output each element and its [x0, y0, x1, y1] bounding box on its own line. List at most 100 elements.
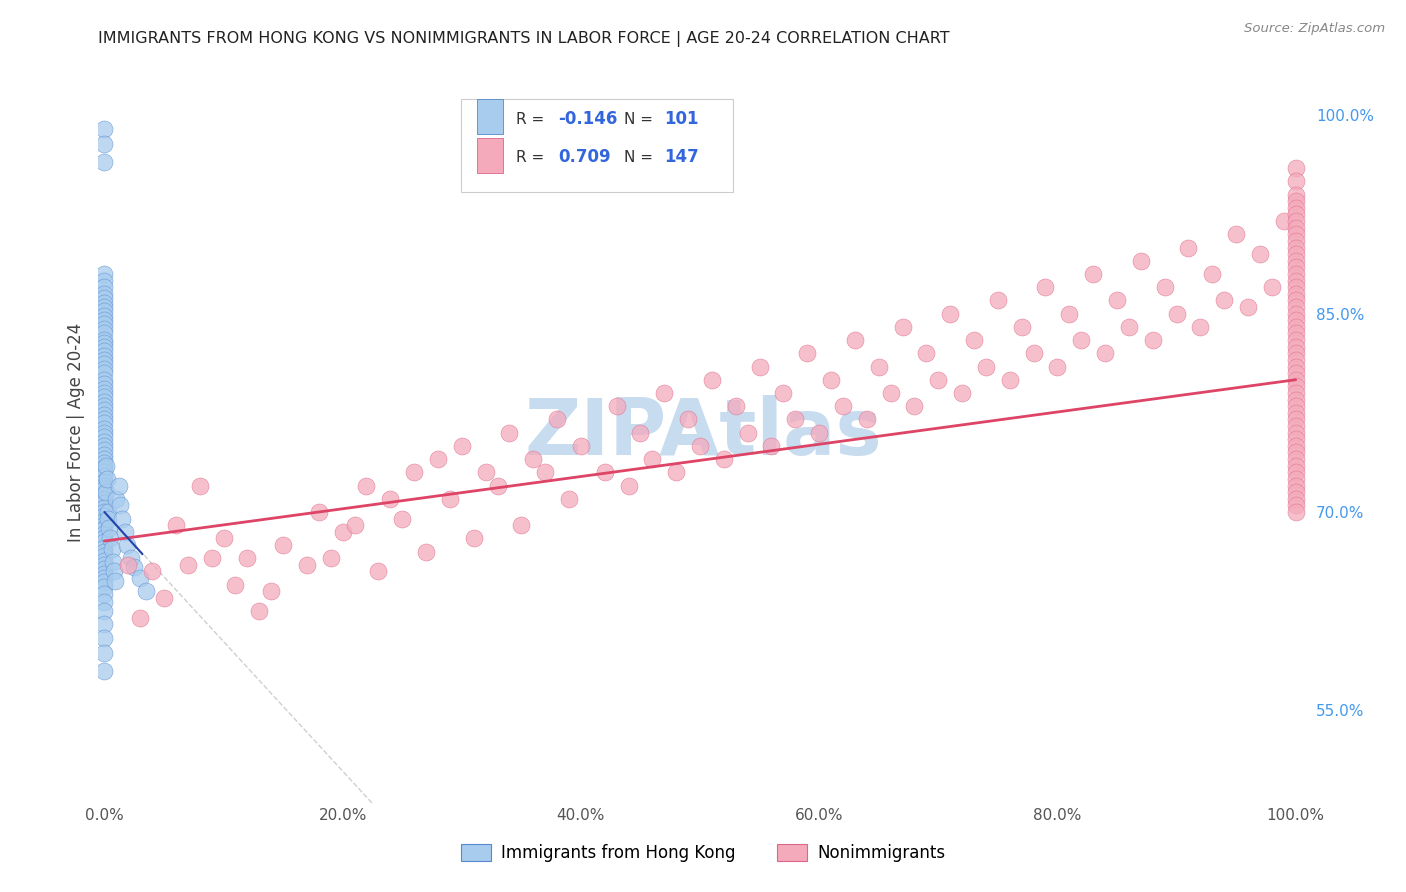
Point — [498, 425, 520, 440]
Point — [271, 538, 294, 552]
Point — [380, 491, 402, 506]
Point — [93, 366, 115, 380]
Point — [1285, 392, 1308, 407]
Point — [1285, 352, 1308, 367]
Point — [522, 452, 544, 467]
Text: 0.709: 0.709 — [558, 148, 610, 166]
Point — [93, 554, 115, 568]
Point — [641, 452, 664, 467]
Text: 101: 101 — [664, 111, 699, 128]
Point — [93, 483, 115, 497]
Point — [1142, 333, 1164, 347]
Point — [700, 373, 723, 387]
Point — [93, 425, 115, 440]
Point — [93, 604, 115, 618]
Point — [665, 465, 688, 479]
Point — [93, 541, 115, 555]
Y-axis label: In Labor Force | Age 20-24: In Labor Force | Age 20-24 — [66, 323, 84, 542]
Point — [93, 317, 115, 331]
Point — [93, 469, 115, 483]
Point — [987, 293, 1010, 308]
Text: -0.146: -0.146 — [558, 111, 617, 128]
Point — [1285, 326, 1308, 341]
Point — [98, 521, 121, 535]
Point — [844, 333, 866, 347]
Point — [1285, 406, 1308, 420]
Point — [1285, 240, 1308, 255]
Point — [1285, 227, 1308, 242]
Point — [404, 465, 426, 479]
Point — [93, 340, 115, 354]
Point — [1285, 505, 1308, 519]
Point — [93, 300, 115, 314]
Point — [1118, 319, 1140, 334]
Point — [93, 154, 115, 169]
Point — [1177, 240, 1199, 255]
Point — [93, 647, 115, 661]
Point — [391, 511, 413, 525]
Point — [93, 595, 115, 609]
Point — [93, 349, 115, 363]
Point — [319, 551, 342, 566]
Point — [93, 373, 115, 387]
Point — [135, 584, 157, 599]
Point — [93, 434, 115, 449]
Point — [97, 505, 120, 519]
Point — [308, 505, 330, 519]
FancyBboxPatch shape — [477, 99, 503, 135]
Point — [1011, 319, 1033, 334]
Point — [129, 571, 152, 585]
Point — [93, 343, 115, 358]
Point — [748, 359, 770, 374]
Point — [1285, 432, 1308, 446]
Point — [93, 357, 115, 371]
Point — [93, 514, 115, 528]
Point — [93, 442, 115, 457]
Point — [93, 417, 115, 431]
Point — [107, 478, 129, 492]
Point — [93, 439, 115, 453]
Point — [1285, 187, 1308, 202]
Point — [93, 390, 115, 404]
Point — [546, 412, 568, 426]
Point — [463, 532, 485, 546]
Point — [1285, 445, 1308, 459]
Point — [1225, 227, 1247, 242]
Point — [1285, 174, 1308, 188]
Point — [93, 518, 115, 533]
Point — [1285, 373, 1308, 387]
Point — [474, 465, 496, 479]
Point — [1129, 253, 1152, 268]
Point — [1261, 280, 1284, 294]
Point — [96, 472, 118, 486]
Point — [1237, 300, 1260, 314]
Point — [593, 465, 616, 479]
Point — [1081, 267, 1104, 281]
Point — [903, 399, 925, 413]
Point — [93, 304, 115, 318]
Point — [915, 346, 938, 360]
Point — [93, 376, 115, 391]
Point — [129, 611, 152, 625]
Point — [617, 478, 640, 492]
Text: R =: R = — [516, 112, 544, 127]
Point — [93, 362, 115, 376]
Point — [652, 386, 675, 401]
Point — [927, 373, 949, 387]
Point — [200, 551, 222, 566]
Point — [93, 412, 115, 426]
Point — [950, 386, 973, 401]
Point — [1059, 307, 1081, 321]
Point — [93, 567, 115, 582]
Point — [93, 491, 115, 506]
Point — [93, 313, 115, 327]
Point — [93, 664, 115, 678]
Point — [93, 382, 115, 396]
Point — [1285, 499, 1308, 513]
Point — [93, 522, 115, 536]
Point — [974, 359, 997, 374]
Point — [1285, 399, 1308, 413]
Point — [737, 425, 759, 440]
Text: R =: R = — [516, 150, 544, 165]
Point — [93, 535, 115, 549]
